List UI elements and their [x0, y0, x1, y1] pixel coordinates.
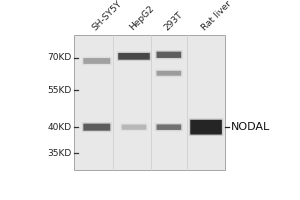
- Text: 35KD: 35KD: [48, 149, 72, 158]
- Text: SH-SY5Y: SH-SY5Y: [90, 0, 124, 32]
- FancyBboxPatch shape: [118, 53, 150, 60]
- FancyBboxPatch shape: [122, 125, 146, 130]
- FancyBboxPatch shape: [190, 120, 222, 135]
- Text: HepG2: HepG2: [128, 4, 156, 32]
- FancyBboxPatch shape: [120, 123, 148, 131]
- FancyBboxPatch shape: [157, 124, 181, 130]
- FancyBboxPatch shape: [83, 124, 110, 131]
- FancyBboxPatch shape: [82, 122, 112, 132]
- FancyBboxPatch shape: [157, 52, 181, 58]
- Text: NODAL: NODAL: [230, 122, 270, 132]
- FancyBboxPatch shape: [189, 118, 223, 136]
- Text: 70KD: 70KD: [48, 53, 72, 62]
- FancyBboxPatch shape: [83, 58, 110, 64]
- FancyBboxPatch shape: [117, 52, 151, 61]
- FancyBboxPatch shape: [155, 50, 183, 59]
- FancyBboxPatch shape: [155, 123, 183, 131]
- Text: Rat liver: Rat liver: [200, 0, 233, 32]
- Text: 40KD: 40KD: [48, 123, 72, 132]
- FancyBboxPatch shape: [82, 57, 112, 65]
- FancyBboxPatch shape: [157, 71, 181, 76]
- Text: 293T: 293T: [163, 10, 185, 32]
- FancyBboxPatch shape: [74, 35, 225, 170]
- Text: 55KD: 55KD: [48, 86, 72, 95]
- FancyBboxPatch shape: [155, 69, 183, 77]
